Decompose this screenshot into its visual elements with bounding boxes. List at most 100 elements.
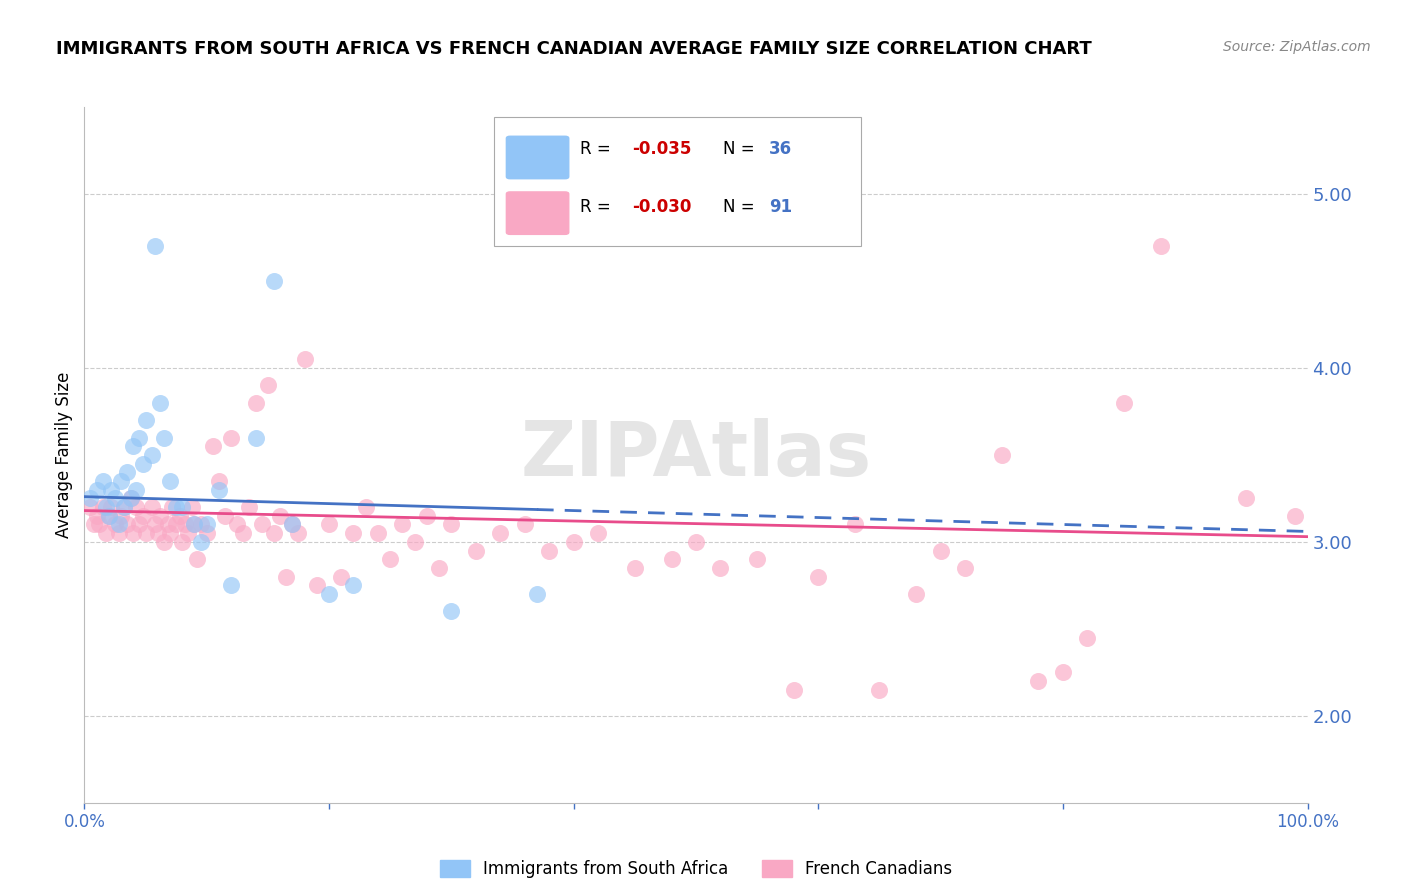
Point — [156, 517, 179, 532]
Point — [143, 517, 166, 532]
Point — [440, 517, 463, 532]
Point — [440, 605, 463, 619]
Point — [172, 500, 194, 514]
Point — [219, 578, 242, 592]
Point — [245, 396, 267, 410]
Point — [269, 508, 291, 523]
Point — [747, 552, 769, 566]
Point — [318, 517, 340, 532]
Point — [183, 517, 205, 532]
Text: Source: ZipAtlas.com: Source: ZipAtlas.com — [1223, 40, 1371, 54]
Point — [342, 526, 364, 541]
Text: R =: R = — [579, 197, 616, 216]
Point — [219, 431, 242, 445]
Point — [181, 500, 204, 514]
Text: IMMIGRANTS FROM SOUTH AFRICA VS FRENCH CANADIAN AVERAGE FAMILY SIZE CORRELATION : IMMIGRANTS FROM SOUTH AFRICA VS FRENCH C… — [56, 40, 1092, 58]
Text: 91: 91 — [769, 197, 793, 216]
FancyBboxPatch shape — [506, 192, 569, 235]
Point — [380, 552, 402, 566]
Point — [96, 526, 118, 541]
Point — [844, 517, 866, 532]
Legend: Immigrants from South Africa, French Canadians: Immigrants from South Africa, French Can… — [433, 854, 959, 885]
Point — [104, 491, 127, 506]
Text: N =: N = — [723, 197, 759, 216]
Point — [1052, 665, 1074, 680]
Point — [391, 517, 413, 532]
Point — [96, 500, 118, 514]
Y-axis label: Average Family Size: Average Family Size — [55, 372, 73, 538]
Point — [783, 682, 806, 697]
Text: R =: R = — [579, 140, 616, 158]
Point — [1284, 508, 1306, 523]
Point — [86, 508, 108, 523]
Point — [183, 517, 205, 532]
Point — [186, 552, 208, 566]
Point — [195, 517, 218, 532]
Point — [281, 517, 304, 532]
Point — [226, 517, 249, 532]
Point — [250, 517, 273, 532]
Point — [661, 552, 683, 566]
Point — [869, 682, 891, 697]
Point — [367, 526, 389, 541]
Point — [132, 457, 155, 471]
Point — [190, 535, 212, 549]
Point — [165, 517, 187, 532]
FancyBboxPatch shape — [494, 118, 860, 246]
Point — [201, 439, 224, 453]
Point — [104, 517, 127, 532]
Point — [991, 448, 1014, 462]
Point — [79, 500, 101, 514]
Point — [83, 517, 105, 532]
Point — [173, 517, 195, 532]
Point — [190, 517, 212, 532]
Point — [1236, 491, 1258, 506]
Point — [91, 474, 114, 488]
Point — [100, 500, 122, 514]
Point — [905, 587, 928, 601]
Point — [120, 491, 142, 506]
Point — [149, 508, 172, 523]
Point — [232, 526, 254, 541]
Point — [107, 526, 129, 541]
Point — [153, 431, 176, 445]
Point — [122, 439, 145, 453]
Point — [807, 570, 830, 584]
Point — [135, 526, 157, 541]
Point — [91, 500, 114, 514]
Text: -0.030: -0.030 — [633, 197, 692, 216]
Point — [281, 517, 304, 532]
Point — [177, 526, 200, 541]
Point — [464, 543, 486, 558]
Point — [238, 500, 260, 514]
Point — [330, 570, 353, 584]
Point — [287, 526, 309, 541]
Point — [513, 517, 536, 532]
Point — [132, 508, 155, 523]
Text: -0.035: -0.035 — [633, 140, 692, 158]
Point — [143, 239, 166, 253]
Point — [263, 274, 285, 288]
Point — [146, 526, 169, 541]
Point — [1076, 631, 1098, 645]
Point — [97, 508, 120, 523]
Point — [245, 431, 267, 445]
Point — [128, 431, 150, 445]
Point — [1028, 674, 1050, 689]
Point — [87, 517, 110, 532]
Point — [1114, 396, 1136, 410]
Point — [354, 500, 377, 514]
Point — [125, 500, 148, 514]
Point — [100, 483, 122, 497]
Point — [586, 526, 609, 541]
Point — [112, 500, 135, 514]
Point — [427, 561, 450, 575]
Point — [112, 500, 135, 514]
Point — [276, 570, 298, 584]
Point — [153, 535, 176, 549]
Point — [110, 474, 132, 488]
Point — [162, 500, 184, 514]
Point — [149, 396, 172, 410]
Point — [318, 587, 340, 601]
Point — [404, 535, 426, 549]
